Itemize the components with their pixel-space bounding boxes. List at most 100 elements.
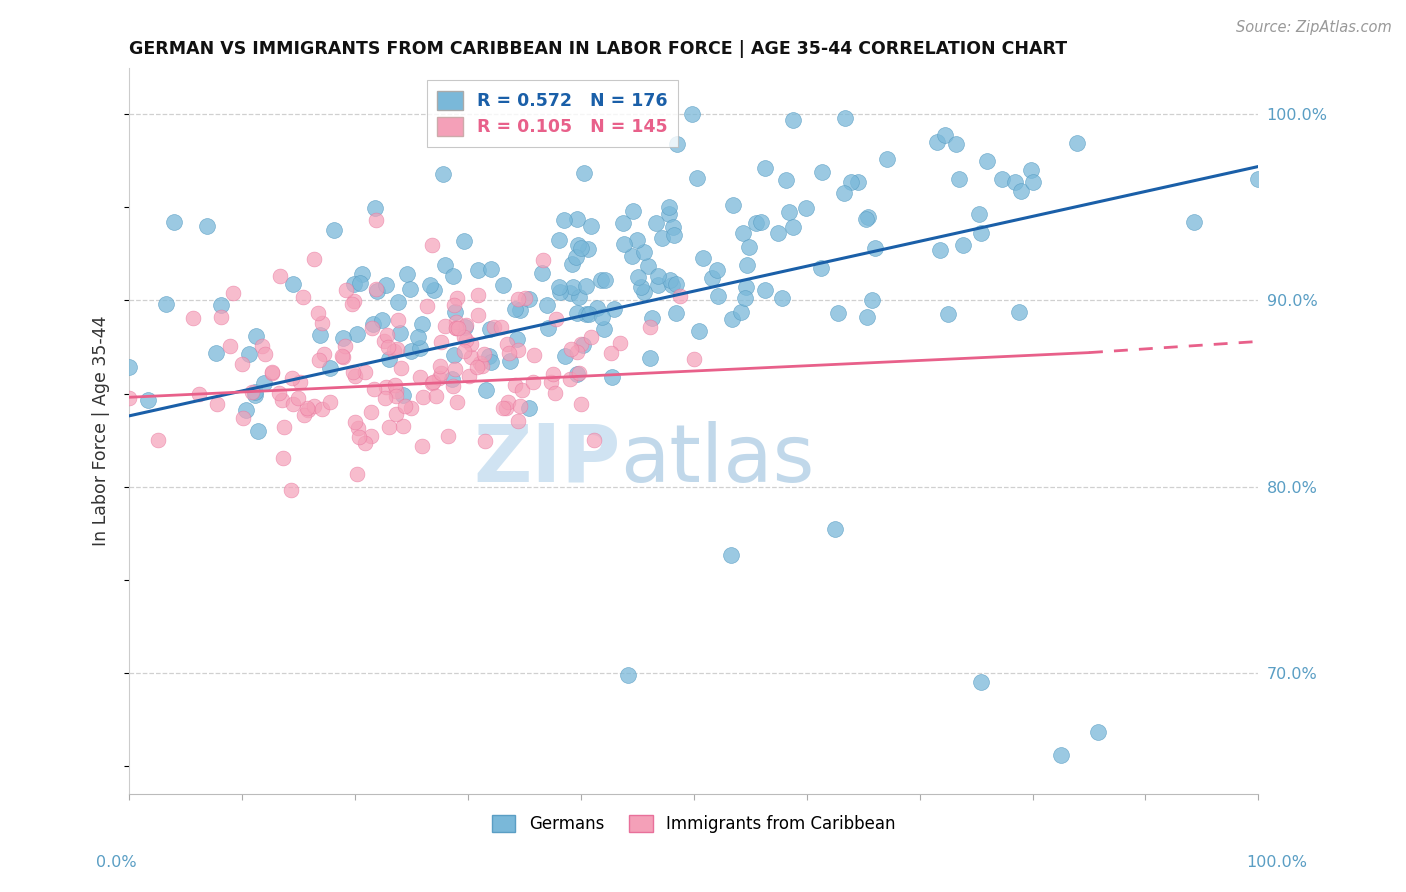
Point (395, 268, 418, 282)
Point (302, 399, 325, 413)
Point (834, 111, 856, 125)
Point (1050, 747, 1073, 762)
Point (832, 186, 855, 200)
Point (181, 311, 204, 326)
Point (578, 307, 600, 321)
Legend: Germans, Immigrants from Caribbean: Germans, Immigrants from Caribbean (485, 808, 903, 839)
Point (245, 328, 267, 343)
Point (343, 277, 366, 291)
Point (427, 370, 450, 384)
Point (508, 293, 530, 307)
Point (692, 252, 714, 266)
Point (568, 290, 591, 304)
Point (970, 675, 993, 690)
Point (332, 350, 354, 364)
Point (565, 250, 588, 264)
Point (593, 322, 616, 336)
Point (349, 277, 371, 291)
Point (730, 305, 752, 319)
Point (432, 167, 454, 181)
Point (409, 341, 432, 355)
Point (384, 377, 406, 392)
Point (565, 211, 588, 226)
Point (688, 324, 710, 338)
Point (118, 359, 141, 374)
Point (621, 204, 644, 219)
Point (354, 365, 377, 379)
Point (548, 279, 571, 293)
Point (453, 330, 475, 344)
Point (855, 211, 877, 226)
Point (374, 277, 396, 292)
Point (411, 318, 433, 332)
Point (354, 435, 377, 450)
Point (662, 220, 685, 235)
Point (280, 483, 302, 498)
Point (568, 366, 591, 380)
Point (308, 327, 330, 342)
Point (659, 273, 682, 287)
Point (453, 344, 475, 359)
Point (419, 277, 441, 292)
Point (280, 371, 302, 385)
Point (342, 296, 364, 310)
Point (408, 370, 430, 384)
Point (384, 407, 406, 421)
Point (530, 266, 553, 280)
Point (389, 360, 412, 375)
Point (537, 321, 560, 335)
Point (342, 365, 364, 379)
Point (579, 219, 602, 234)
Point (846, 175, 869, 189)
Point (509, 303, 531, 318)
Point (536, 298, 558, 312)
Point (782, 220, 804, 235)
Point (482, 320, 505, 334)
Point (479, 261, 502, 276)
Point (637, 260, 659, 274)
Point (541, 368, 564, 382)
Point (271, 451, 294, 466)
Point (681, 107, 703, 121)
Point (474, 384, 496, 398)
Point (1247, 171, 1270, 186)
Point (1008, 305, 1031, 319)
Point (444, 321, 467, 335)
Point (335, 283, 357, 297)
Point (775, 172, 797, 186)
Point (412, 390, 434, 404)
Point (399, 344, 422, 359)
Point (235, 402, 257, 417)
Point (706, 262, 728, 277)
Point (311, 402, 333, 417)
Point (441, 379, 464, 393)
Point (219, 339, 242, 353)
Point (406, 329, 429, 343)
Point (467, 263, 489, 277)
Point (205, 396, 228, 410)
Point (425, 389, 447, 403)
Point (243, 388, 266, 402)
Point (343, 369, 366, 384)
Point (720, 549, 742, 563)
Point (558, 372, 581, 386)
Point (927, 135, 949, 149)
Point (665, 137, 688, 152)
Point (554, 350, 576, 364)
Point (385, 342, 408, 356)
Point (929, 244, 952, 258)
Point (246, 424, 269, 438)
Point (262, 366, 284, 380)
Point (498, 346, 520, 360)
Text: atlas: atlas (620, 421, 814, 499)
Text: 0.0%: 0.0% (96, 855, 136, 870)
Point (1004, 176, 1026, 190)
Text: ZIP: ZIP (472, 421, 620, 499)
Point (375, 328, 398, 343)
Point (952, 238, 974, 252)
Point (308, 352, 330, 367)
Point (460, 350, 482, 364)
Point (565, 345, 588, 359)
Point (292, 290, 315, 304)
Point (506, 343, 529, 358)
